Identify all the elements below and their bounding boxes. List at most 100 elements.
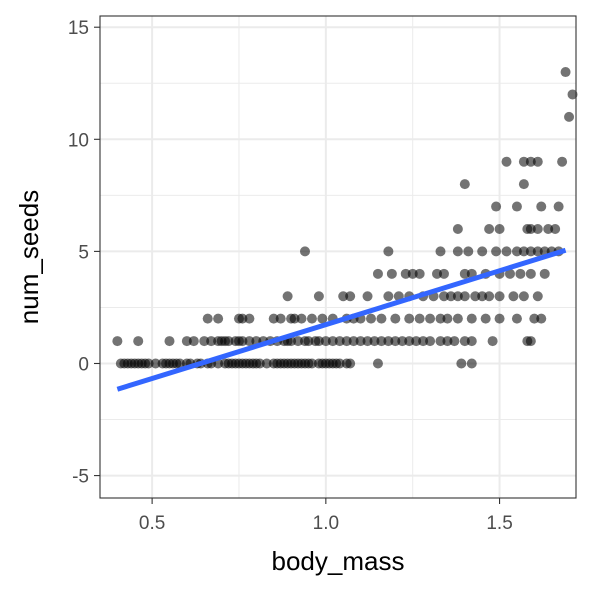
data-point <box>511 246 522 257</box>
data-point <box>435 313 446 324</box>
data-point <box>445 291 456 302</box>
data-point <box>536 313 547 324</box>
data-point <box>362 336 373 347</box>
data-point <box>487 336 498 347</box>
data-point <box>425 313 436 324</box>
y-tick-label: 5 <box>78 242 89 263</box>
data-point <box>459 268 470 279</box>
data-point <box>268 313 279 324</box>
data-point <box>567 89 578 100</box>
data-point <box>383 336 394 347</box>
data-point <box>501 156 512 167</box>
data-point <box>341 336 352 347</box>
data-point <box>442 336 453 347</box>
data-point <box>511 201 522 212</box>
data-point <box>275 313 286 324</box>
data-point <box>449 336 460 347</box>
data-point <box>442 313 453 324</box>
data-point <box>463 246 474 257</box>
data-point <box>480 313 491 324</box>
data-point <box>456 358 467 369</box>
fit-line-group <box>116 247 567 392</box>
data-point <box>491 201 502 212</box>
panel-border <box>99 15 577 499</box>
data-point <box>390 336 401 347</box>
data-point <box>313 291 324 302</box>
data-point <box>317 313 328 324</box>
data-point <box>557 156 568 167</box>
data-point <box>164 336 175 347</box>
data-point <box>452 223 463 234</box>
data-point <box>237 336 248 347</box>
data-point <box>518 156 529 167</box>
data-point <box>376 336 387 347</box>
data-point <box>407 268 418 279</box>
data-point <box>334 336 345 347</box>
data-point <box>188 336 199 347</box>
data-point <box>282 291 293 302</box>
data-point <box>508 291 519 302</box>
data-point <box>525 246 536 257</box>
data-point <box>404 336 415 347</box>
data-point <box>150 358 161 369</box>
data-point <box>466 358 477 369</box>
axes: 0.5 1.0 1.5 -5 0 5 10 15 <box>68 18 513 534</box>
x-axis-title: body_mass <box>272 546 405 576</box>
data-point <box>261 358 272 369</box>
data-point <box>386 268 397 279</box>
data-point <box>254 358 265 369</box>
data-point <box>362 291 373 302</box>
data-point <box>532 291 543 302</box>
data-point <box>372 268 383 279</box>
data-point <box>306 313 317 324</box>
data-point <box>525 268 536 279</box>
data-point <box>536 201 547 212</box>
data-point <box>438 291 449 302</box>
data-point <box>414 313 425 324</box>
data-point <box>494 313 505 324</box>
data-point <box>539 268 550 279</box>
x-tick-label: 0.5 <box>139 513 165 534</box>
data-point <box>338 291 349 302</box>
data-point <box>425 336 436 347</box>
data-point <box>459 336 470 347</box>
data-point <box>532 246 543 257</box>
data-point <box>477 291 488 302</box>
data-point <box>525 223 536 234</box>
data-point <box>435 336 446 347</box>
data-point <box>518 179 529 190</box>
data-point <box>553 201 564 212</box>
data-point <box>501 246 512 257</box>
y-tick-label: -5 <box>72 467 89 488</box>
data-point <box>199 336 210 347</box>
data-point <box>397 336 408 347</box>
data-point <box>504 268 515 279</box>
data-point <box>459 291 470 302</box>
y-tick-label: 10 <box>68 130 89 151</box>
data-point <box>334 358 345 369</box>
data-point <box>303 336 314 347</box>
data-point <box>564 111 575 122</box>
data-point <box>289 313 300 324</box>
data-point <box>223 336 234 347</box>
data-point <box>466 313 477 324</box>
data-point <box>376 313 387 324</box>
data-point <box>174 358 185 369</box>
data-point <box>466 336 477 347</box>
data-point <box>366 313 377 324</box>
data-point <box>237 313 248 324</box>
x-tick-label: 1.5 <box>486 513 512 534</box>
x-tick-label: 1.0 <box>313 513 339 534</box>
data-point <box>327 336 338 347</box>
data-point <box>320 336 331 347</box>
data-point <box>484 223 495 234</box>
data-point <box>491 246 502 257</box>
data-point <box>348 336 359 347</box>
data-point <box>418 336 429 347</box>
data-point <box>484 291 495 302</box>
data-point <box>414 268 425 279</box>
data-point <box>390 313 401 324</box>
data-point <box>529 313 540 324</box>
data-point <box>400 268 411 279</box>
